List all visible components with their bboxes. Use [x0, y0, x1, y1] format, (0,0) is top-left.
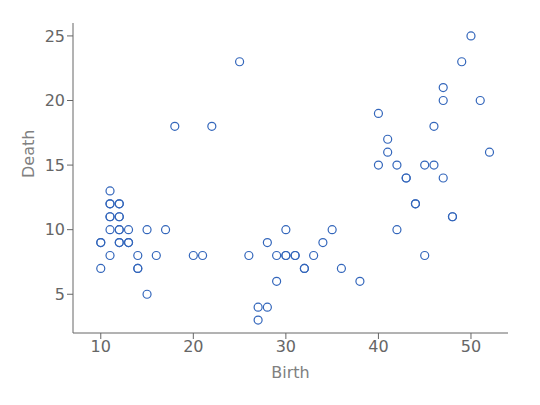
svg-text:30: 30 — [276, 337, 296, 356]
svg-text:5: 5 — [55, 285, 65, 304]
svg-text:10: 10 — [91, 337, 111, 356]
svg-text:50: 50 — [461, 337, 481, 356]
svg-text:20: 20 — [45, 91, 65, 110]
svg-text:15: 15 — [45, 156, 65, 175]
svg-text:25: 25 — [45, 27, 65, 46]
svg-text:Death: Death — [19, 130, 38, 178]
svg-text:40: 40 — [368, 337, 388, 356]
svg-text:Birth: Birth — [271, 363, 309, 382]
svg-text:20: 20 — [183, 337, 203, 356]
svg-text:10: 10 — [45, 220, 65, 239]
